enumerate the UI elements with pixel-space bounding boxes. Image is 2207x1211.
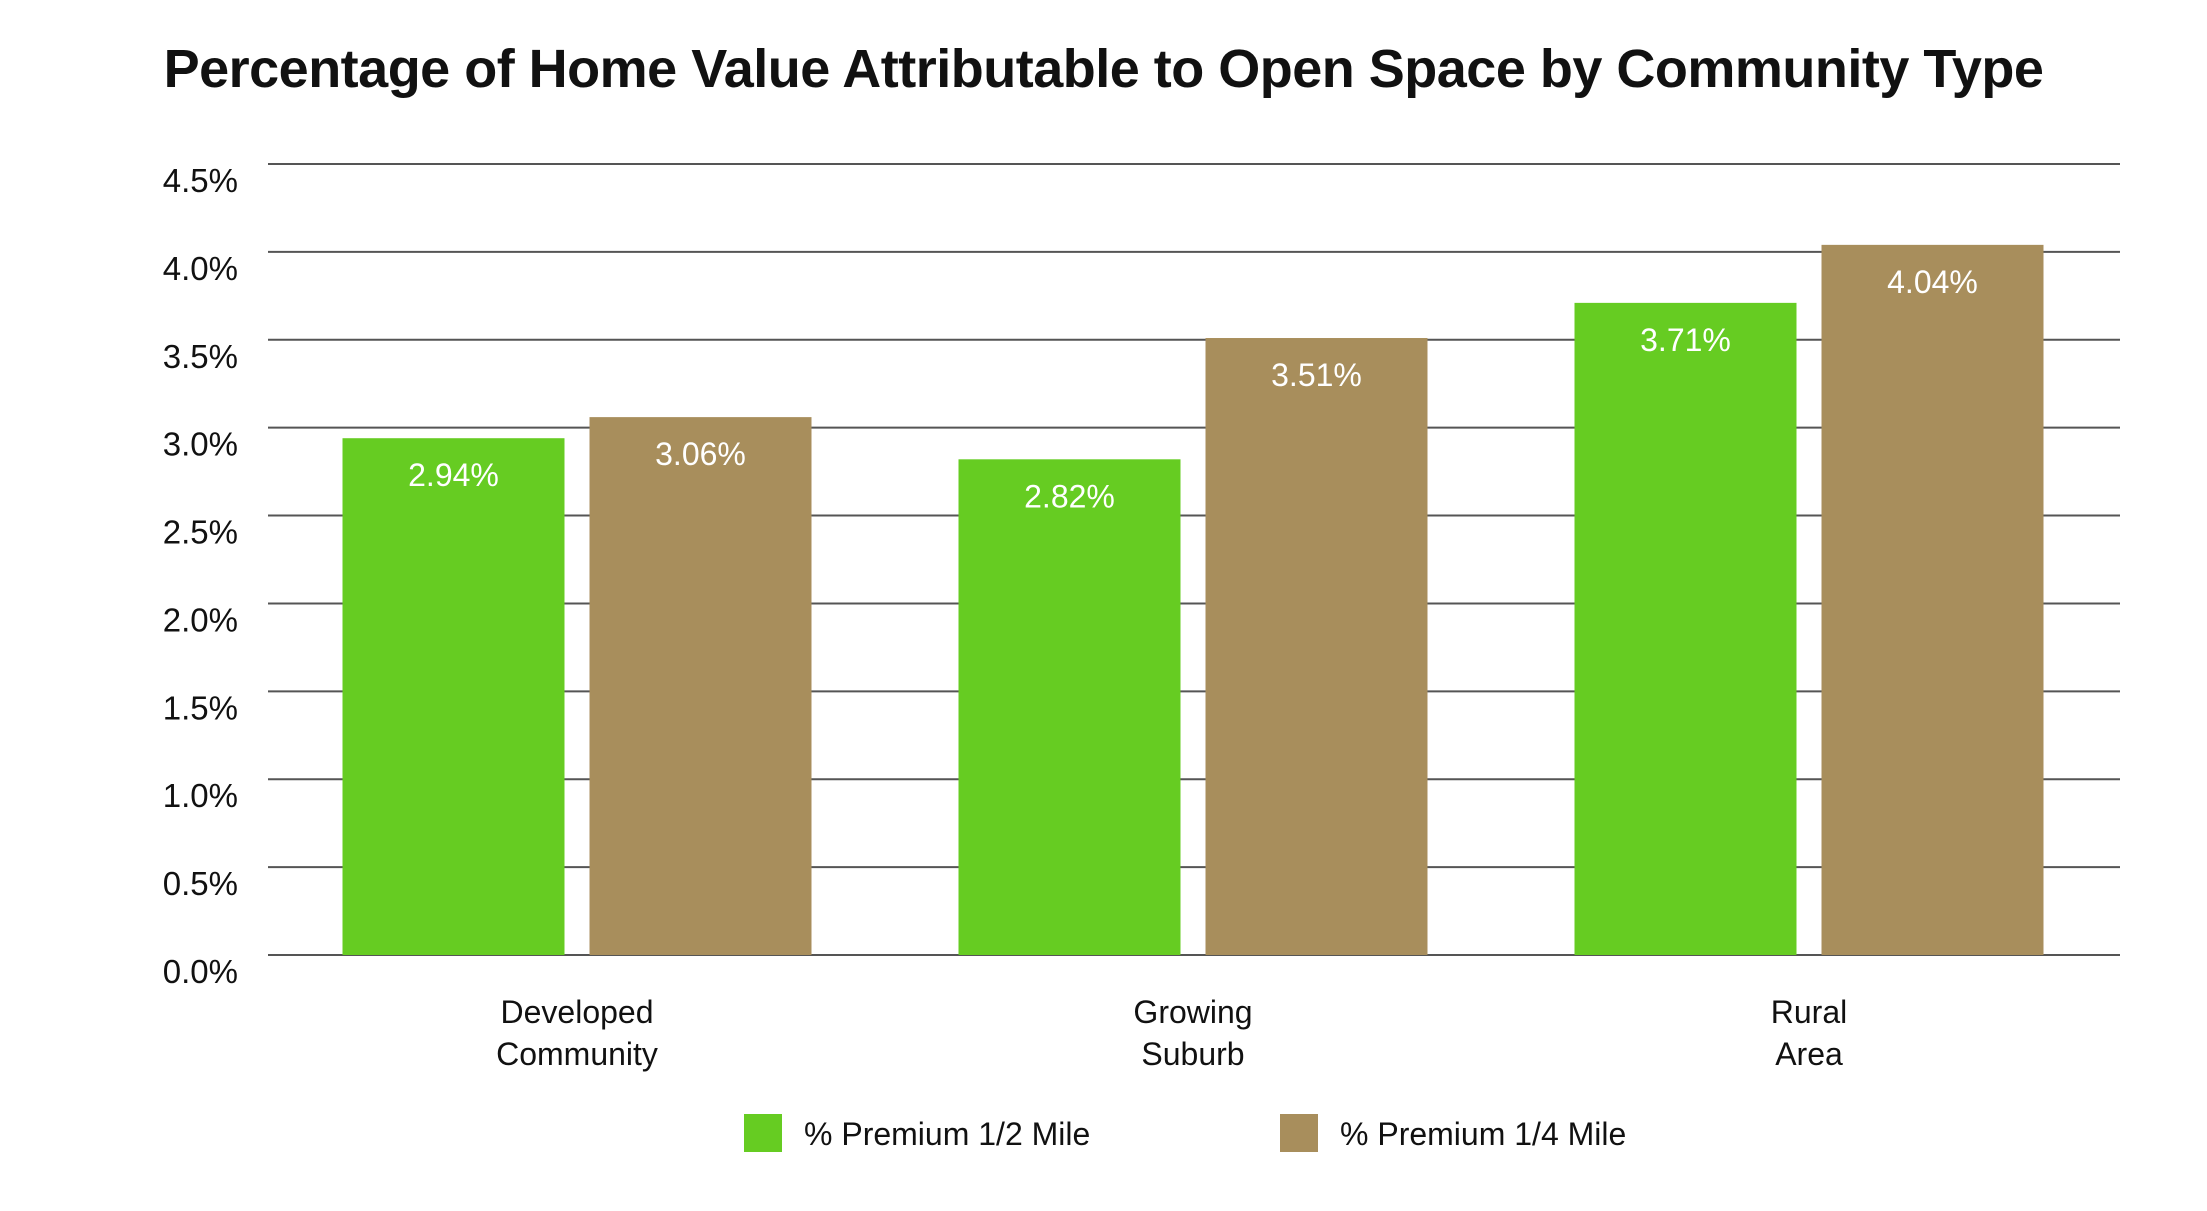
data-label: 2.82% <box>1024 478 1115 514</box>
category-label: Area <box>1775 1036 1843 1072</box>
y-tick-label: 1.0% <box>163 777 238 814</box>
y-tick-label: 4.0% <box>163 250 238 287</box>
category-label: Growing <box>1133 994 1252 1030</box>
legend-label: % Premium 1/2 Mile <box>804 1116 1090 1152</box>
bars <box>342 244 2044 955</box>
bar <box>342 438 565 955</box>
gridlines <box>268 163 2120 956</box>
data-label: 3.51% <box>1271 357 1362 393</box>
category-label: Suburb <box>1141 1036 1244 1072</box>
legend-swatch <box>744 1114 782 1152</box>
legend: % Premium 1/2 Mile % Premium 1/4 Mile <box>744 1114 1626 1152</box>
y-tick-label: 3.5% <box>163 338 238 375</box>
y-tick-label: 3.0% <box>163 426 238 463</box>
data-labels: 2.94% 3.06% 2.82% 3.51% 3.71% 4.04% <box>408 264 1978 514</box>
bar <box>1205 338 1428 955</box>
data-label: 3.71% <box>1640 322 1731 358</box>
y-tick-label: 0.0% <box>163 953 238 990</box>
y-tick-label: 1.5% <box>163 689 238 726</box>
bar <box>1574 302 1797 955</box>
bar <box>589 417 812 955</box>
category-label: Rural <box>1771 994 1847 1030</box>
chart-title: Percentage of Home Value Attributable to… <box>163 39 2044 99</box>
data-label: 4.04% <box>1887 264 1978 300</box>
category-label: Developed <box>501 994 654 1030</box>
y-axis-tick-labels: 0.0% 0.5% 1.0% 1.5% 2.0% 2.5% 3.0% 3.5% 4.0% 4.5% <box>163 162 238 990</box>
bar <box>958 459 1181 955</box>
legend-label: % Premium 1/4 Mile <box>1340 1116 1626 1152</box>
y-tick-label: 2.5% <box>163 514 238 551</box>
y-tick-label: 4.5% <box>163 162 238 199</box>
y-tick-label: 0.5% <box>163 865 238 902</box>
data-label: 2.94% <box>408 457 499 493</box>
y-tick-label: 2.0% <box>163 601 238 638</box>
bar <box>1821 244 2044 955</box>
x-axis-category-labels: Developed Community Growing Suburb Rural Area <box>496 994 1847 1072</box>
legend-swatch <box>1280 1114 1318 1152</box>
data-label: 3.06% <box>655 436 746 472</box>
category-label: Community <box>496 1036 658 1072</box>
